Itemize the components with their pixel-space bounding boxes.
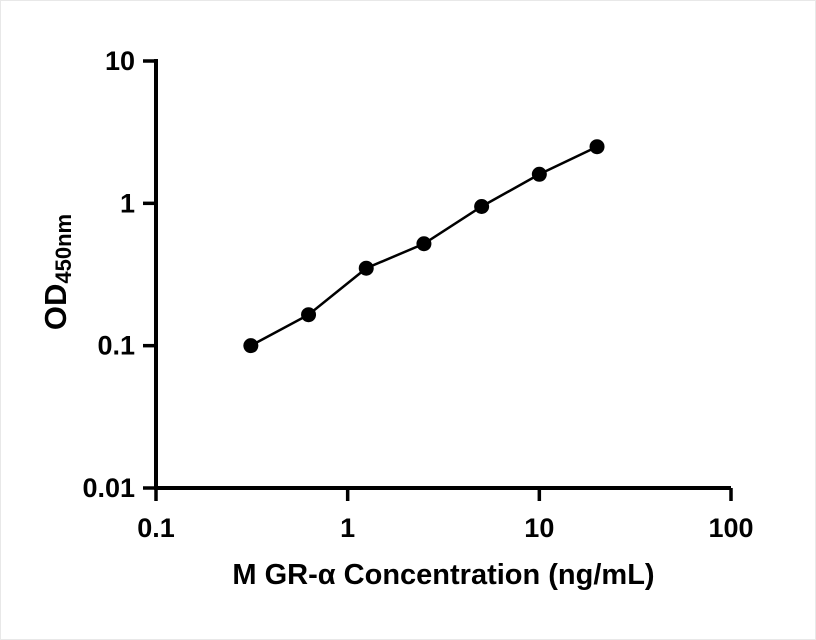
x-axis-label: M GR-α Concentration (ng/mL) [232, 559, 655, 591]
data-point [243, 338, 259, 354]
x-tick-label: 100 [708, 513, 753, 543]
data-point [531, 166, 547, 182]
x-tick-label: 10 [524, 513, 554, 543]
y-tick-label: 10 [105, 46, 135, 76]
y-axis-label-main: OD [38, 283, 73, 331]
y-axis-label-subscript: 450nm [51, 213, 76, 284]
data-point [358, 260, 374, 276]
x-tick-label: 1 [340, 513, 355, 543]
data-point [301, 307, 317, 323]
data-point [474, 199, 490, 215]
x-tick-label: 0.1 [137, 513, 175, 543]
data-point [416, 236, 432, 252]
y-axis-label: OD450nm [38, 213, 76, 331]
y-tick-label: 0.01 [82, 473, 135, 503]
data-point [589, 139, 605, 155]
y-tick-label: 1 [120, 188, 135, 218]
y-tick-label: 0.1 [97, 331, 135, 361]
